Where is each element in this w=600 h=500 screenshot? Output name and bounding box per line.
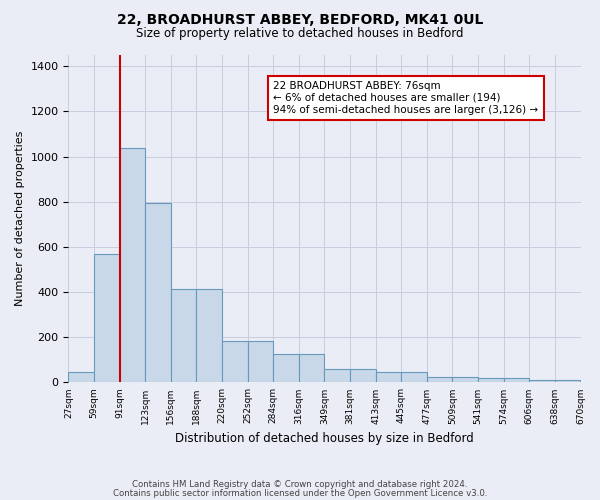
Bar <box>376 372 401 382</box>
Text: Contains public sector information licensed under the Open Government Licence v3: Contains public sector information licen… <box>113 489 487 498</box>
Bar <box>401 372 427 382</box>
Bar <box>299 354 325 382</box>
Bar <box>452 377 478 382</box>
Bar <box>145 204 171 382</box>
Bar <box>248 342 273 382</box>
Bar <box>325 369 350 382</box>
Bar <box>222 342 248 382</box>
Bar <box>68 372 94 382</box>
Y-axis label: Number of detached properties: Number of detached properties <box>15 131 25 306</box>
X-axis label: Distribution of detached houses by size in Bedford: Distribution of detached houses by size … <box>175 432 474 445</box>
Bar <box>171 288 196 382</box>
Text: 22 BROADHURST ABBEY: 76sqm
← 6% of detached houses are smaller (194)
94% of semi: 22 BROADHURST ABBEY: 76sqm ← 6% of detac… <box>273 82 538 114</box>
Text: Size of property relative to detached houses in Bedford: Size of property relative to detached ho… <box>136 28 464 40</box>
Text: 22, BROADHURST ABBEY, BEDFORD, MK41 0UL: 22, BROADHURST ABBEY, BEDFORD, MK41 0UL <box>117 12 483 26</box>
Bar <box>503 378 529 382</box>
Bar <box>478 378 503 382</box>
Bar <box>350 369 376 382</box>
Bar <box>555 380 580 382</box>
Bar <box>94 254 119 382</box>
Bar <box>529 380 555 382</box>
Bar <box>273 354 299 382</box>
Bar <box>427 377 452 382</box>
Bar <box>196 288 222 382</box>
Text: Contains HM Land Registry data © Crown copyright and database right 2024.: Contains HM Land Registry data © Crown c… <box>132 480 468 489</box>
Bar <box>119 148 145 382</box>
